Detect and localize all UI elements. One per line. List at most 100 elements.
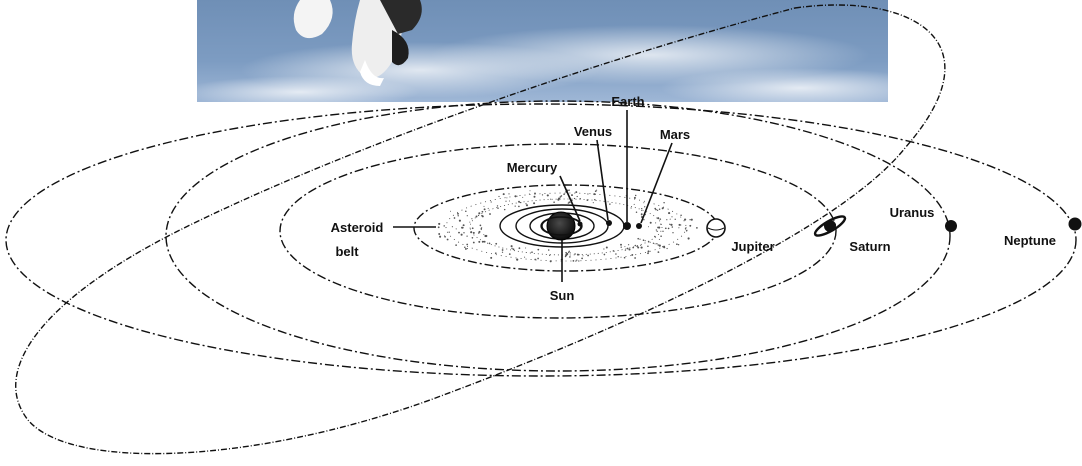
asteroid-dot <box>516 195 518 197</box>
asteroid-dot <box>510 245 513 248</box>
orbit-neptune <box>5 103 1077 377</box>
asteroid-dot <box>525 247 527 249</box>
asteroid-dot <box>537 257 539 260</box>
asteroid-dot <box>550 198 552 200</box>
asteroid-dot <box>643 202 645 204</box>
asteroid-dot <box>534 258 537 261</box>
asteroid-dot <box>553 201 555 203</box>
asteroid-dot <box>524 256 526 258</box>
asteroid-dot <box>662 230 664 233</box>
asteroid-dot <box>463 232 465 234</box>
asteroid-dot <box>689 224 692 227</box>
asteroid-dot <box>472 241 475 244</box>
leader-lines <box>393 110 673 282</box>
asteroid-belt-outer <box>445 192 687 262</box>
asteroid-dot <box>522 196 524 198</box>
asteroid-dot <box>518 205 520 208</box>
asteroid-dot <box>660 223 662 225</box>
asteroid-dot <box>488 242 491 245</box>
asteroid-dot <box>690 218 693 221</box>
asteroid-dot <box>661 207 664 210</box>
asteroid-dot <box>572 260 575 262</box>
asteroid-dot <box>587 254 590 257</box>
asteroid-dot <box>594 198 596 201</box>
asteroid-dot <box>663 201 665 204</box>
asteroid-dot <box>537 248 540 251</box>
asteroid-dot <box>659 218 662 220</box>
asteroid-dot <box>495 242 498 245</box>
label-venus: Venus <box>574 124 612 139</box>
label-mars: Mars <box>660 127 690 142</box>
asteroid-dot <box>656 209 659 211</box>
asteroid-dot <box>576 259 578 261</box>
asteroid-dot <box>483 234 485 236</box>
asteroid-dot <box>666 247 668 250</box>
asteroid-dot <box>481 240 484 243</box>
label-jupiter: Jupiter <box>731 239 774 254</box>
asteroid-dot <box>560 195 563 197</box>
label-neptune: Neptune <box>1004 233 1056 248</box>
asteroid-dot <box>508 200 511 202</box>
asteroid-dot <box>677 244 680 246</box>
asteroid-dot <box>461 226 463 229</box>
asteroid-dot <box>478 212 481 215</box>
asteroid-dot <box>687 237 690 240</box>
asteroid-dot <box>466 235 468 237</box>
asteroid-dot <box>480 229 482 231</box>
asteroid-dot <box>449 210 452 212</box>
asteroid-dot <box>475 215 478 218</box>
asteroid-dot <box>586 199 589 202</box>
asteroid-dot <box>534 192 536 195</box>
asteroid-dot <box>563 193 565 196</box>
asteroid-dot <box>483 208 486 211</box>
asteroid-dot <box>471 236 474 239</box>
asteroid-dot <box>628 248 631 251</box>
asteroid-dot <box>655 222 657 224</box>
asteroid-dot <box>593 193 596 196</box>
asteroid-dot <box>578 260 580 262</box>
asteroid-dot <box>465 210 467 213</box>
asteroid-dot <box>460 233 463 236</box>
asteroid-dot <box>438 233 441 235</box>
asteroid-dot <box>684 228 687 230</box>
asteroid-dot <box>506 197 508 199</box>
asteroid-dot <box>696 227 698 229</box>
asteroid-dot <box>478 232 480 234</box>
asteroid-dot <box>656 243 658 245</box>
asteroid-dot <box>680 214 682 217</box>
asteroid-dot <box>531 251 533 254</box>
asteroid-dot <box>668 212 671 215</box>
label-earth: Earth <box>611 94 644 109</box>
asteroid-dot <box>458 219 461 222</box>
asteroid-dot <box>615 253 617 255</box>
asteroid-dot <box>670 223 673 226</box>
asteroid-dot <box>658 208 661 211</box>
asteroid-dot <box>453 217 456 219</box>
asteroid-dot <box>472 231 475 234</box>
asteroid-dot <box>647 250 650 253</box>
asteroid-dot <box>575 260 577 262</box>
asteroid-dot <box>587 193 589 195</box>
asteroid-dot <box>505 200 507 202</box>
asteroid-dot <box>525 203 527 205</box>
asteroid-dot <box>455 244 457 246</box>
asteroid-dot <box>678 223 681 226</box>
asteroid-dot <box>658 244 661 247</box>
asteroid-dot <box>640 246 643 249</box>
orbit-uranus <box>165 100 951 372</box>
asteroid-dot <box>664 227 667 230</box>
asteroid-dot <box>676 243 678 246</box>
asteroid-dot <box>568 201 570 203</box>
asteroid-dot <box>444 235 446 237</box>
asteroid-dot <box>490 201 492 203</box>
asteroid-dot <box>592 202 594 204</box>
asteroid-dot <box>567 251 570 253</box>
asteroid-dot <box>669 223 671 225</box>
asteroid-dot <box>635 211 638 214</box>
asteroid-dot <box>512 248 515 251</box>
asteroid-dot <box>464 247 467 250</box>
asteroid-dot <box>549 254 551 256</box>
asteroid-dot <box>485 234 488 238</box>
label-asteroid-belt-line2: belt <box>335 244 359 259</box>
leader-mercury <box>559 175 581 222</box>
